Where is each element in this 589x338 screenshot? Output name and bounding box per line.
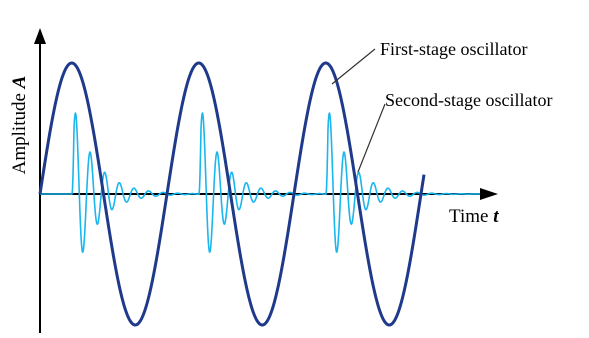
second-stage-leader-line [357, 103, 386, 173]
y-axis-label-symbol: A [9, 76, 30, 90]
second-stage-curve [40, 112, 481, 253]
y-axis-label: Amplitude A [9, 76, 30, 175]
y-axis-arrow [34, 28, 46, 44]
first-stage-curve [38, 61, 426, 327]
first-stage-leader-line [331, 48, 376, 85]
x-axis-label: Time t [449, 206, 499, 227]
first-stage-label: First-stage oscillator [380, 39, 527, 59]
x-axis-arrow [480, 188, 498, 200]
axes [34, 28, 498, 333]
x-axis-label-text: Time [449, 206, 493, 227]
x-axis-label-symbol: t [493, 206, 499, 227]
second-stage-label: Second-stage oscillator [385, 90, 552, 110]
y-axis-label-text: Amplitude [9, 88, 30, 174]
